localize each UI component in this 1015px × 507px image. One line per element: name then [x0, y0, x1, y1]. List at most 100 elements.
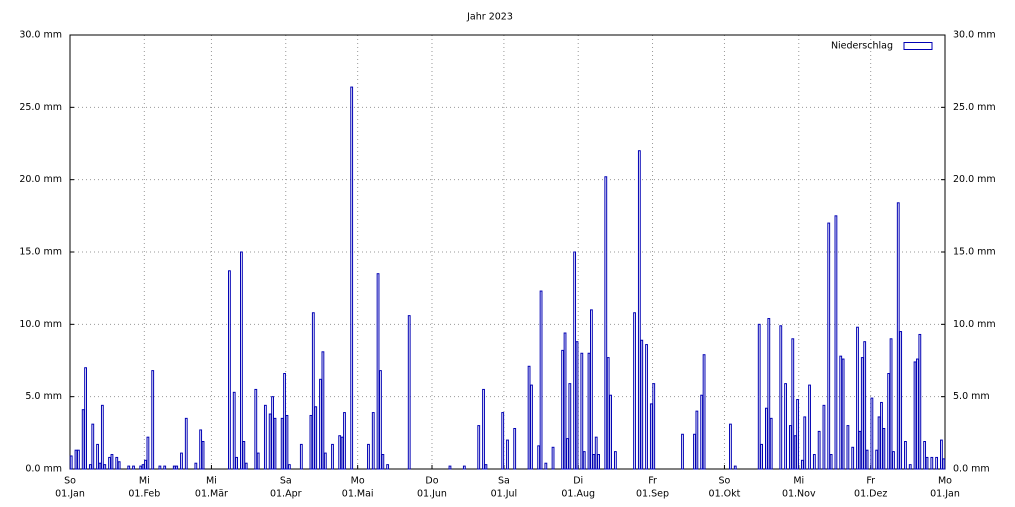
bar — [889, 338, 893, 470]
bar — [340, 436, 344, 470]
bar — [254, 388, 258, 470]
bar — [791, 338, 795, 470]
bar — [779, 325, 783, 470]
bar — [96, 443, 99, 470]
bar — [700, 394, 704, 470]
bar — [784, 383, 787, 470]
bar — [693, 433, 696, 470]
bar — [81, 409, 85, 470]
bar — [597, 454, 600, 470]
bar — [640, 339, 644, 470]
bar — [892, 451, 895, 470]
bar — [935, 456, 939, 470]
bar — [314, 406, 318, 470]
y2-tick-label: 15.0 mm — [953, 247, 996, 258]
bar — [268, 413, 272, 470]
bar — [788, 425, 792, 470]
bar — [856, 326, 859, 470]
bar — [870, 397, 874, 470]
bar — [942, 458, 946, 470]
bar — [180, 452, 183, 470]
bar — [573, 251, 577, 470]
bar — [695, 410, 699, 470]
bar — [172, 465, 176, 470]
bar — [812, 454, 816, 470]
bar — [371, 412, 375, 470]
bar — [381, 454, 385, 470]
bar — [729, 423, 732, 470]
bar — [681, 433, 684, 470]
bar — [76, 449, 80, 470]
bar — [537, 445, 541, 470]
legend-label: Niederschlag — [831, 41, 893, 52]
x-weekday-label: Do — [425, 476, 438, 487]
bar — [904, 441, 907, 470]
bar — [544, 462, 548, 470]
bar — [908, 464, 912, 470]
bar — [865, 449, 869, 470]
bar — [808, 384, 811, 470]
bar — [280, 417, 284, 470]
bar — [590, 309, 593, 470]
y2-tick-label: 20.0 mm — [953, 174, 996, 185]
chart-title: Jahr 2023 — [466, 12, 513, 23]
bar — [551, 446, 555, 470]
bar — [899, 331, 903, 470]
bar — [115, 456, 119, 470]
bar — [194, 462, 198, 470]
bar — [367, 443, 370, 470]
bar — [587, 352, 591, 470]
bar — [649, 403, 653, 470]
bar — [506, 439, 509, 470]
bar — [376, 273, 380, 470]
bar — [462, 465, 466, 470]
x-tick-label: 01.Mär — [195, 489, 228, 500]
x-weekday-label: Sa — [280, 476, 292, 487]
bar — [74, 449, 78, 470]
bar — [309, 414, 313, 470]
bar — [796, 399, 799, 470]
x-weekday-label: Mo — [938, 476, 952, 487]
bar — [767, 318, 771, 470]
x-tick-label: 01.Okt — [709, 489, 741, 500]
bar — [609, 394, 612, 470]
bar — [769, 417, 773, 470]
bar — [561, 349, 565, 470]
bar — [925, 456, 929, 470]
bar — [880, 401, 883, 470]
x-tick-label: 01.Apr — [270, 489, 302, 500]
bar — [88, 464, 92, 470]
y-tick-label: 20.0 mm — [19, 174, 62, 185]
bar — [513, 427, 517, 470]
bar — [484, 464, 488, 470]
y-tick-label: 15.0 mm — [19, 247, 62, 258]
bar — [482, 388, 485, 470]
x-weekday-label: Mo — [351, 476, 365, 487]
bar — [882, 427, 886, 470]
bar — [863, 341, 867, 470]
bar — [568, 383, 572, 470]
bar — [84, 367, 87, 470]
bar — [91, 423, 95, 470]
bar — [477, 425, 481, 470]
bar — [407, 315, 411, 470]
bar — [637, 150, 641, 470]
bar — [916, 358, 919, 470]
bar — [319, 378, 322, 470]
bar — [228, 270, 231, 470]
bar — [923, 441, 927, 470]
bar — [100, 404, 104, 470]
bar — [350, 86, 354, 470]
bar — [256, 452, 260, 470]
bar — [273, 417, 277, 470]
bar — [604, 176, 608, 470]
bar — [103, 464, 107, 470]
bar — [184, 417, 188, 470]
bar — [539, 290, 543, 470]
bar — [108, 456, 111, 470]
bar — [877, 416, 881, 470]
bar — [299, 443, 303, 470]
bar — [379, 370, 382, 470]
bar — [110, 454, 114, 470]
bar — [271, 396, 274, 470]
